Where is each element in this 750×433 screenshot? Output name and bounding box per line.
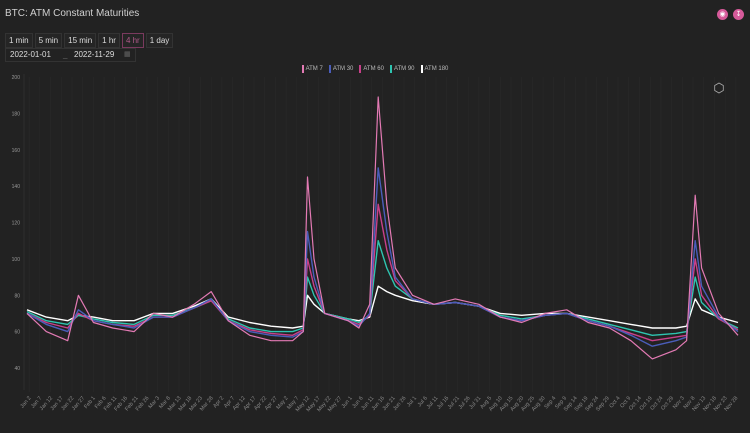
calendar-icon[interactable]: ▦ <box>124 51 131 58</box>
legend-item[interactable]: ATM 180 <box>420 65 449 73</box>
y-tick-label: 140 <box>12 184 21 190</box>
legend-swatch <box>420 65 423 73</box>
interval-buttons: 1 min 5 min 15 min 1 hr 4 hr 1 day <box>5 33 174 48</box>
legend: ATM 7 ATM 30 ATM 60 ATM 90 ATM 180 <box>0 65 750 73</box>
legend-item[interactable]: ATM 90 <box>389 65 415 73</box>
legend-label: ATM 60 <box>363 66 384 72</box>
series-line-atm-7 <box>26 96 739 360</box>
y-tick-label: 80 <box>14 293 20 299</box>
hexagon-icon[interactable] <box>714 82 724 94</box>
legend-label: ATM 7 <box>305 66 323 72</box>
legend-swatch <box>389 65 392 73</box>
legend-label: ATM 90 <box>393 66 415 72</box>
end-date-input[interactable]: 2022-11-29 <box>74 50 115 59</box>
y-tick-label: 180 <box>12 111 21 117</box>
y-tick-label: 120 <box>12 221 21 227</box>
y-tick-label: 100 <box>12 257 21 263</box>
legend-item[interactable]: ATM 60 <box>359 65 384 73</box>
legend-label: ATM 30 <box>332 66 354 72</box>
camera-icon[interactable]: ◉ <box>717 9 728 20</box>
interval-15min-button[interactable]: 15 min <box>64 33 97 48</box>
x-tick-label: Apr 2 <box>212 395 225 409</box>
interval-5min-button[interactable]: 5 min <box>34 33 63 48</box>
interval-1day-button[interactable]: 1 day <box>145 33 174 48</box>
y-tick-label: 40 <box>14 366 20 372</box>
interval-4hr-button[interactable]: 4 hr <box>121 33 144 48</box>
legend-item[interactable]: ATM 7 <box>301 65 323 73</box>
page-title: BTC: ATM Constant Maturities <box>5 8 140 19</box>
download-icon[interactable]: ↧ <box>733 9 744 20</box>
y-tick-label: 200 <box>12 75 21 81</box>
legend-label: ATM 180 <box>424 66 449 72</box>
legend-swatch <box>301 65 304 73</box>
interval-1hr-button[interactable]: 1 hr <box>98 33 120 48</box>
series-line-atm-30 <box>26 167 739 347</box>
legend-swatch <box>328 65 331 73</box>
date-range-picker[interactable]: 2022-01-01 _ 2022-11-29 ▦ <box>5 48 136 62</box>
y-tick-label: 60 <box>14 330 20 336</box>
x-tick-label: Oct 4 <box>609 395 622 409</box>
start-date-input[interactable]: 2022-01-01 <box>10 50 51 59</box>
legend-swatch <box>359 65 362 73</box>
y-tick-label: 160 <box>12 148 21 154</box>
legend-item[interactable]: ATM 30 <box>328 65 354 73</box>
x-tick-label: Jul 1 <box>406 395 418 408</box>
interval-1min-button[interactable]: 1 min <box>5 33 33 48</box>
